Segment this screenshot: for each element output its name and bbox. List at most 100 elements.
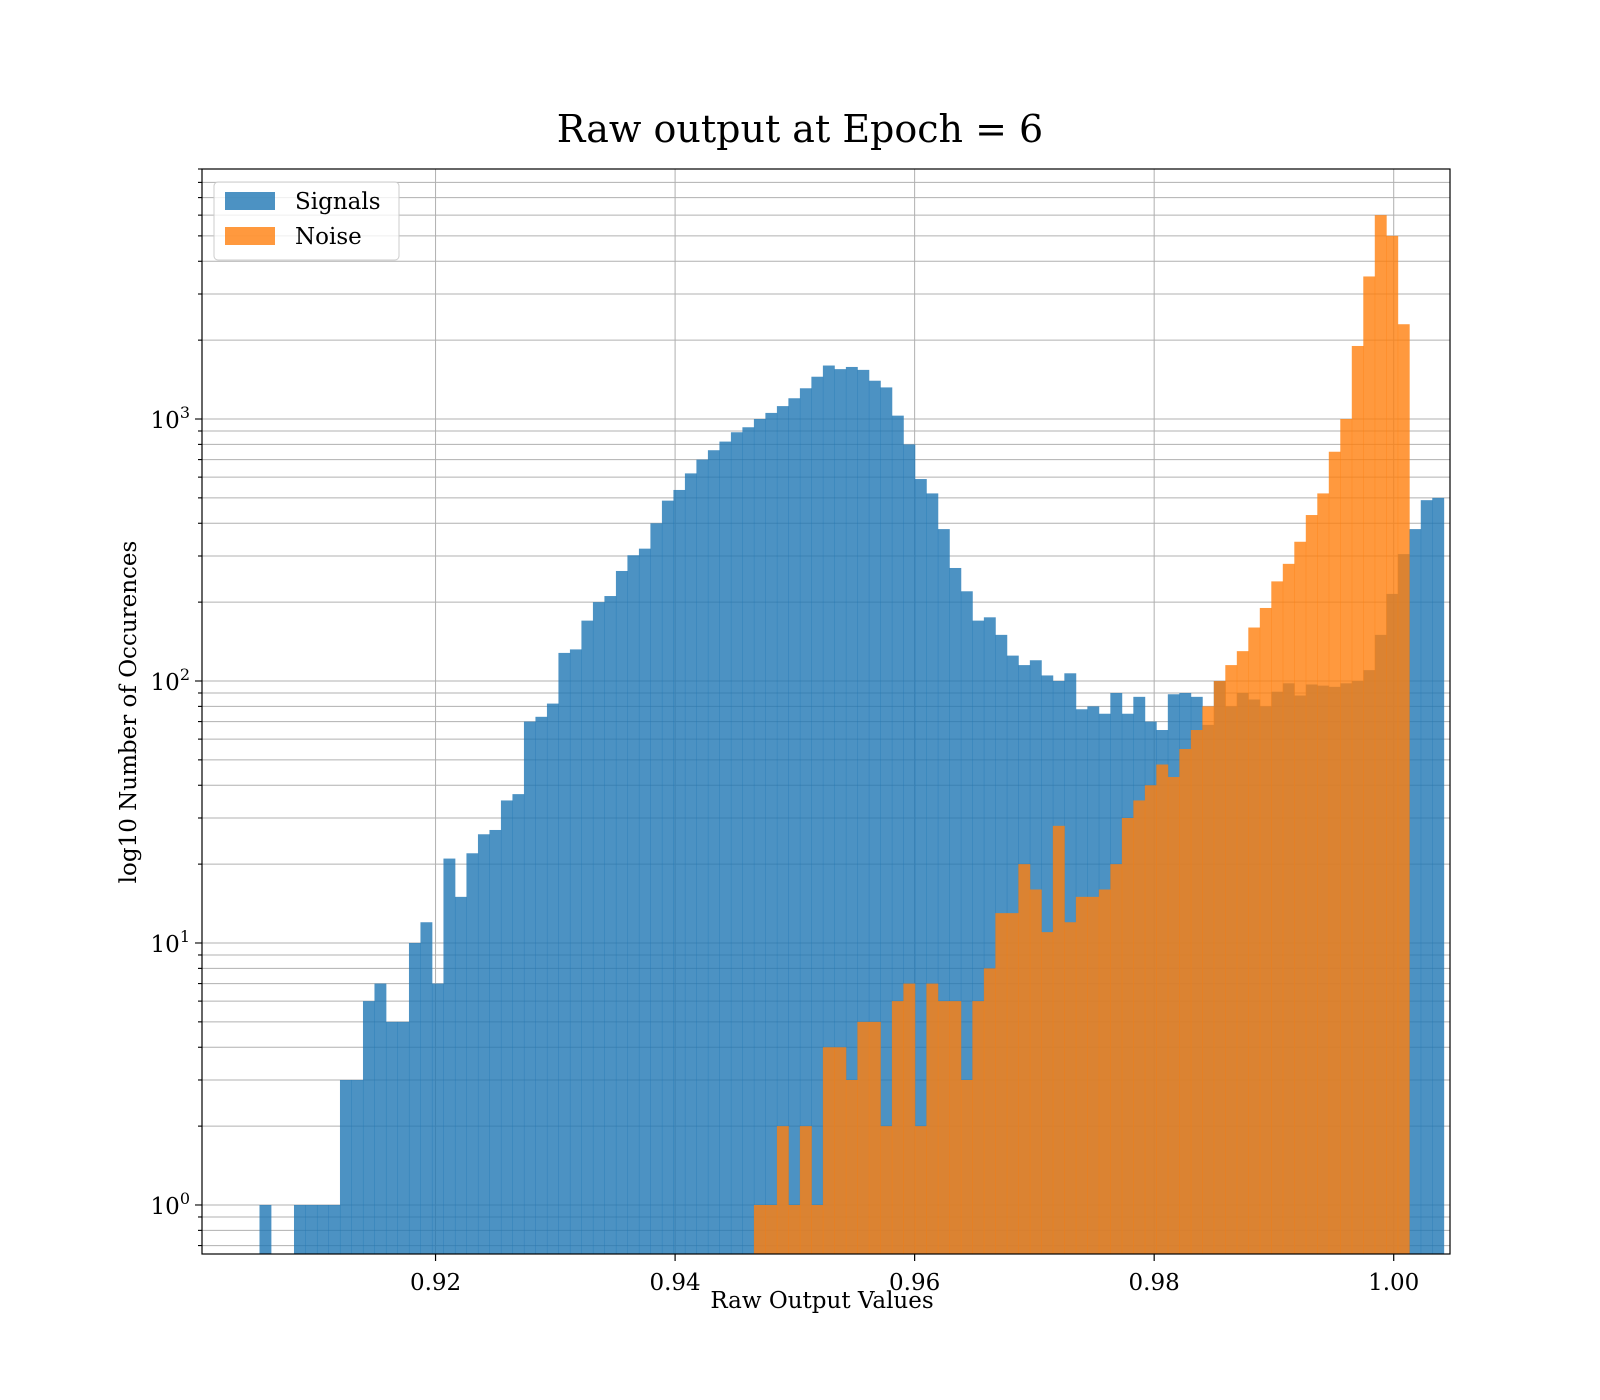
bar-signals bbox=[558, 652, 571, 1254]
bar-signals bbox=[420, 922, 433, 1254]
bar-noise bbox=[765, 1204, 778, 1254]
bar-noise bbox=[1236, 651, 1249, 1254]
plot-frame bbox=[201, 168, 1451, 1255]
bar-signals bbox=[385, 1021, 398, 1254]
x-axis-label: Raw Output Values bbox=[710, 1288, 933, 1314]
bar-signals bbox=[661, 500, 674, 1254]
bar-noise bbox=[914, 1126, 927, 1254]
bar-noise bbox=[1305, 515, 1318, 1254]
bar-signals bbox=[615, 570, 628, 1254]
bar-signals bbox=[960, 591, 973, 1254]
bar-noise bbox=[1386, 235, 1399, 1255]
bar-signals bbox=[673, 489, 686, 1254]
bar-noise bbox=[1351, 345, 1364, 1254]
bar-signals bbox=[707, 450, 720, 1254]
bar-signals bbox=[293, 1204, 306, 1254]
bar-noise bbox=[1156, 764, 1169, 1254]
bar-signals bbox=[569, 649, 582, 1254]
bar-noise bbox=[776, 1126, 789, 1254]
legend: Signals Noise bbox=[213, 181, 400, 261]
y-axis-ticks: 100 101 102 103 bbox=[151, 168, 202, 1247]
bar-noise bbox=[1121, 817, 1134, 1254]
bar-signals bbox=[868, 380, 881, 1255]
bar-signals bbox=[374, 983, 387, 1254]
bar-noise bbox=[1328, 451, 1341, 1254]
bar-signals bbox=[604, 596, 617, 1254]
bar-noise bbox=[822, 1047, 835, 1254]
bar-signals bbox=[638, 548, 651, 1254]
bar-noise bbox=[1029, 889, 1042, 1254]
series-noise bbox=[753, 215, 1410, 1255]
bar-noise bbox=[857, 1021, 870, 1254]
bar-noise bbox=[1374, 215, 1387, 1254]
bar-signals bbox=[719, 441, 732, 1254]
bar-noise bbox=[1282, 563, 1295, 1254]
bar-signals bbox=[937, 529, 950, 1254]
bar-noise bbox=[1213, 680, 1226, 1254]
legend-label-noise: Noise bbox=[295, 224, 362, 250]
bar-signals bbox=[316, 1204, 329, 1254]
bar-signals bbox=[742, 427, 755, 1254]
x-tick-label: 0.98 bbox=[1129, 1270, 1180, 1296]
bar-noise bbox=[811, 1204, 824, 1254]
bar-noise bbox=[995, 913, 1008, 1254]
bar-noise bbox=[1098, 889, 1111, 1254]
bar-signals bbox=[397, 1021, 410, 1254]
legend-swatch-noise bbox=[225, 227, 275, 245]
bar-signals bbox=[489, 829, 502, 1254]
bar-signals bbox=[466, 853, 479, 1254]
bar-noise bbox=[753, 1204, 766, 1254]
y-tick-label: 102 bbox=[151, 665, 190, 696]
bar-noise bbox=[834, 1047, 847, 1254]
bar-signals bbox=[776, 406, 789, 1254]
bar-noise bbox=[1144, 785, 1157, 1254]
bar-noise bbox=[1087, 896, 1100, 1254]
y-tick-label: 100 bbox=[151, 1189, 190, 1220]
bar-signals bbox=[592, 602, 605, 1254]
bar-noise bbox=[972, 1001, 985, 1254]
bar-noise bbox=[1052, 825, 1065, 1254]
bar-noise bbox=[1363, 276, 1376, 1255]
bar-signals bbox=[914, 479, 927, 1254]
bar-noise bbox=[1133, 800, 1146, 1254]
bar-signals bbox=[259, 1204, 272, 1254]
bar-noise bbox=[1248, 627, 1261, 1254]
bar-noise bbox=[1110, 864, 1123, 1254]
bar-noise bbox=[960, 1079, 973, 1254]
chart-title: Raw output at Epoch = 6 bbox=[557, 107, 1043, 151]
bar-noise bbox=[1041, 932, 1054, 1254]
bar-signals bbox=[362, 1001, 375, 1254]
bar-noise bbox=[1190, 730, 1203, 1254]
bar-signals bbox=[546, 703, 559, 1254]
bar-noise bbox=[845, 1079, 858, 1254]
bar-signals bbox=[1432, 497, 1445, 1255]
bar-signals bbox=[788, 398, 801, 1254]
bar-signals bbox=[512, 794, 525, 1254]
bar-signals bbox=[650, 523, 663, 1254]
bar-signals bbox=[1420, 500, 1433, 1255]
bar-signals bbox=[972, 620, 985, 1254]
bar-signals bbox=[811, 376, 824, 1254]
bar-noise bbox=[949, 1001, 962, 1254]
bar-signals bbox=[857, 369, 870, 1255]
bar-signals bbox=[500, 800, 513, 1254]
bar-noise bbox=[788, 1204, 801, 1254]
x-tick-label: 1.00 bbox=[1368, 1270, 1419, 1296]
x-tick-label: 0.94 bbox=[649, 1270, 700, 1296]
bar-noise bbox=[1202, 706, 1215, 1254]
y-axis-label: log10 Number of Occurences bbox=[116, 541, 142, 884]
legend-swatch-signals bbox=[225, 192, 275, 210]
legend-label-signals: Signals bbox=[295, 189, 381, 215]
bar-signals bbox=[581, 620, 594, 1254]
bar-noise bbox=[1271, 581, 1284, 1254]
bar-noise bbox=[1340, 419, 1353, 1255]
bar-signals bbox=[845, 366, 858, 1254]
bar-noise bbox=[937, 1001, 950, 1254]
bar-signals bbox=[765, 412, 778, 1254]
bar-noise bbox=[1225, 665, 1238, 1254]
y-tick-label: 101 bbox=[151, 927, 190, 958]
bar-signals bbox=[454, 896, 467, 1254]
bar-signals bbox=[799, 388, 812, 1254]
bar-noise bbox=[1006, 913, 1019, 1254]
